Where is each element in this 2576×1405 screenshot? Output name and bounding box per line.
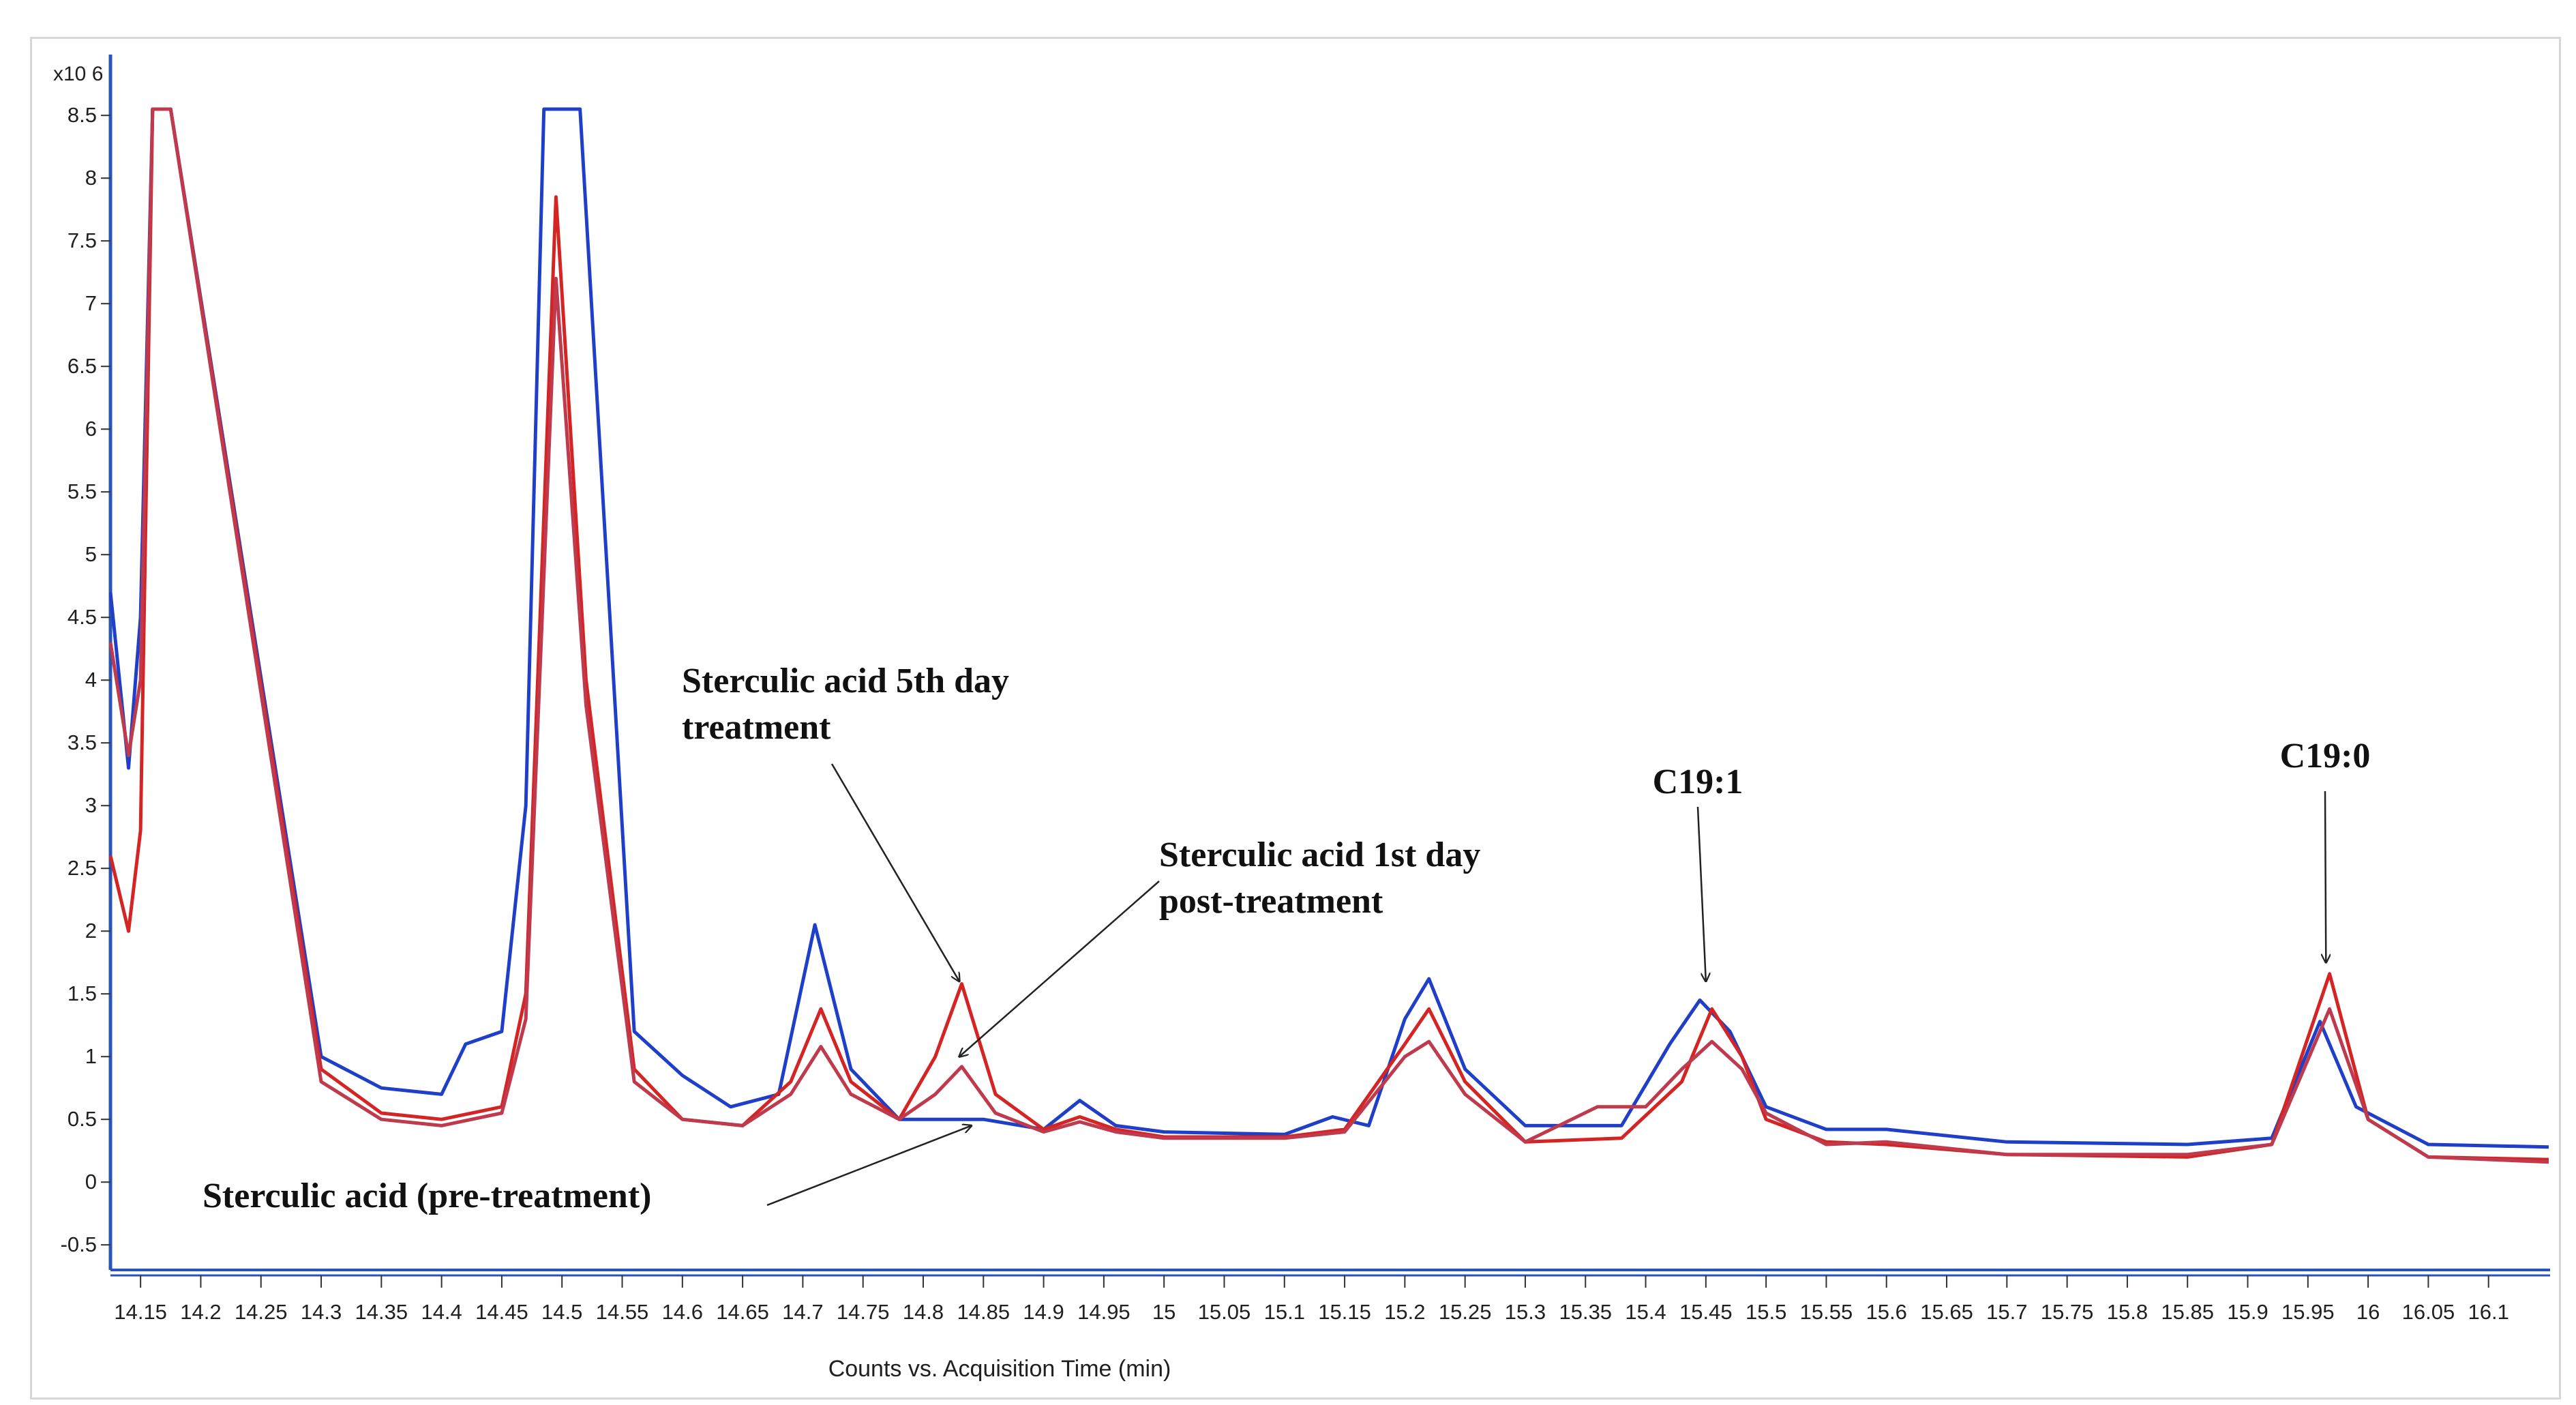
annotation-line: Sterculic acid (pre-treatment) <box>203 1177 651 1215</box>
annotation-3: C19:1 <box>1653 763 1743 801</box>
x-tick-label: 15.25 <box>1439 1300 1492 1324</box>
x-tick-label: 15.3 <box>1505 1300 1546 1324</box>
x-tick-label: 14.4 <box>421 1300 462 1324</box>
x-tick-label: 14.3 <box>301 1300 342 1324</box>
annotation-line: Sterculic acid 5th day <box>682 662 1009 700</box>
y-tick-label: 5 <box>85 542 97 566</box>
x-tick-label: 14.85 <box>957 1300 1010 1324</box>
series-line-1 <box>108 107 2549 1162</box>
y-tick-label: 4.5 <box>68 605 97 629</box>
y-tick-label: 1 <box>85 1044 97 1068</box>
annotation-line: post-treatment <box>1159 882 1383 921</box>
x-tick-label: 14.15 <box>114 1300 167 1324</box>
y-tick-label: 6.5 <box>68 354 97 378</box>
annotation-arrow <box>1696 806 1706 981</box>
x-tick-label: 16.05 <box>2402 1300 2455 1324</box>
y-tick-label: 1.5 <box>68 981 97 1005</box>
x-tick-label: 15.9 <box>2227 1300 2268 1324</box>
annotation-line: Sterculic acid 1st day <box>1159 835 1480 874</box>
x-tick-label: 15.35 <box>1559 1300 1612 1324</box>
y-tick-label: 4 <box>85 668 97 692</box>
x-tick-label: 15.55 <box>1800 1300 1853 1324</box>
y-tick-label: 6 <box>85 417 97 441</box>
x-tick-label: 14.5 <box>541 1300 582 1324</box>
x-tick-label: 16.1 <box>2468 1300 2509 1324</box>
x-tick-label: 15 <box>1152 1300 1175 1324</box>
x-tick-label: 15.8 <box>2107 1300 2148 1324</box>
annotation-2: Sterculic acid (pre-treatment) <box>203 1177 651 1215</box>
x-tick-label: 14.55 <box>596 1300 649 1324</box>
x-tick-label: 15.85 <box>2161 1300 2214 1324</box>
x-tick-label: 15.2 <box>1384 1300 1425 1324</box>
y-tick-label: 8.5 <box>68 103 97 127</box>
x-tick-label: 14.25 <box>235 1300 288 1324</box>
annotation-line: C19:0 <box>2280 737 2371 775</box>
x-tick-label: 14.95 <box>1077 1300 1130 1324</box>
x-tick-label: 15.05 <box>1198 1300 1251 1324</box>
y-tick-label: 8 <box>85 166 97 190</box>
annotation-arrow <box>2325 790 2326 962</box>
x-tick-label: 15.5 <box>1746 1300 1786 1324</box>
x-tick-label: 15.7 <box>1986 1300 2027 1324</box>
axes: 8.5 8 7.5 7 6.5 6 5.5 5 4.5 4 3.5 3 2.5 2 1.5 1 0.5 0 -0.5… <box>61 55 2550 1324</box>
annotation-line: treatment <box>682 708 831 747</box>
x-axis-title: Counts vs. Acquisition Time (min) <box>828 1356 1171 1382</box>
x-tick-label: 14.35 <box>355 1300 408 1324</box>
x-tick-label: 15.6 <box>1866 1300 1907 1324</box>
y-tick-label: 0.5 <box>68 1107 97 1131</box>
x-tick-label: 14.75 <box>837 1300 890 1324</box>
chart-frame <box>30 37 2561 1400</box>
annotation-arrow <box>959 881 1160 1056</box>
series-line-0 <box>108 107 2549 1149</box>
x-tick-label: 15.75 <box>2041 1300 2094 1324</box>
x-tick-label: 14.9 <box>1023 1300 1064 1324</box>
x-tick-label: 15.45 <box>1679 1300 1733 1324</box>
x-tick-label: 14.6 <box>662 1300 703 1324</box>
y-tick-label: -0.5 <box>61 1232 97 1256</box>
x-tick-label: 14.2 <box>180 1300 221 1324</box>
x-tick-label: 15.4 <box>1625 1300 1666 1324</box>
y-tick-label: 7.5 <box>68 228 97 252</box>
annotation-arrow <box>830 763 959 981</box>
annotation-1: Sterculic acid 1st day post-treatment <box>1159 835 1480 921</box>
x-tick-label: 15.15 <box>1318 1300 1371 1324</box>
x-tick-label: 15.95 <box>2281 1300 2335 1324</box>
annotation-0: Sterculic acid 5th day treatment <box>682 662 1009 747</box>
y-tick-label: 3 <box>85 793 97 817</box>
x-tick-label: 14.65 <box>716 1300 769 1324</box>
x-tick-label: 16 <box>2356 1300 2380 1324</box>
annotation-line: C19:1 <box>1653 763 1743 801</box>
series-layer <box>108 107 2549 1164</box>
y-tick-label: 3.5 <box>68 730 97 754</box>
x-tick-label: 14.45 <box>475 1300 528 1324</box>
y-tick-label: 7 <box>85 291 97 315</box>
y-tick-label: 2.5 <box>68 856 97 880</box>
y-multiplier-label: x10 6 <box>53 63 103 85</box>
x-tick-label: 15.65 <box>1920 1300 1973 1324</box>
x-tick-label: 14.8 <box>903 1300 944 1324</box>
y-tick-label: 0 <box>85 1170 97 1194</box>
series-line-2 <box>108 107 2549 1164</box>
annotation-arrow <box>766 1125 972 1207</box>
annotation-layer: Sterculic acid 5th day treatmentSterculic… <box>203 662 2370 1215</box>
y-tick-label: 5.5 <box>68 479 97 503</box>
x-tick-label: 14.7 <box>782 1300 823 1324</box>
y-tick-label: 2 <box>85 919 97 943</box>
annotation-4: C19:0 <box>2280 737 2371 775</box>
x-tick-label: 15.1 <box>1264 1300 1305 1324</box>
